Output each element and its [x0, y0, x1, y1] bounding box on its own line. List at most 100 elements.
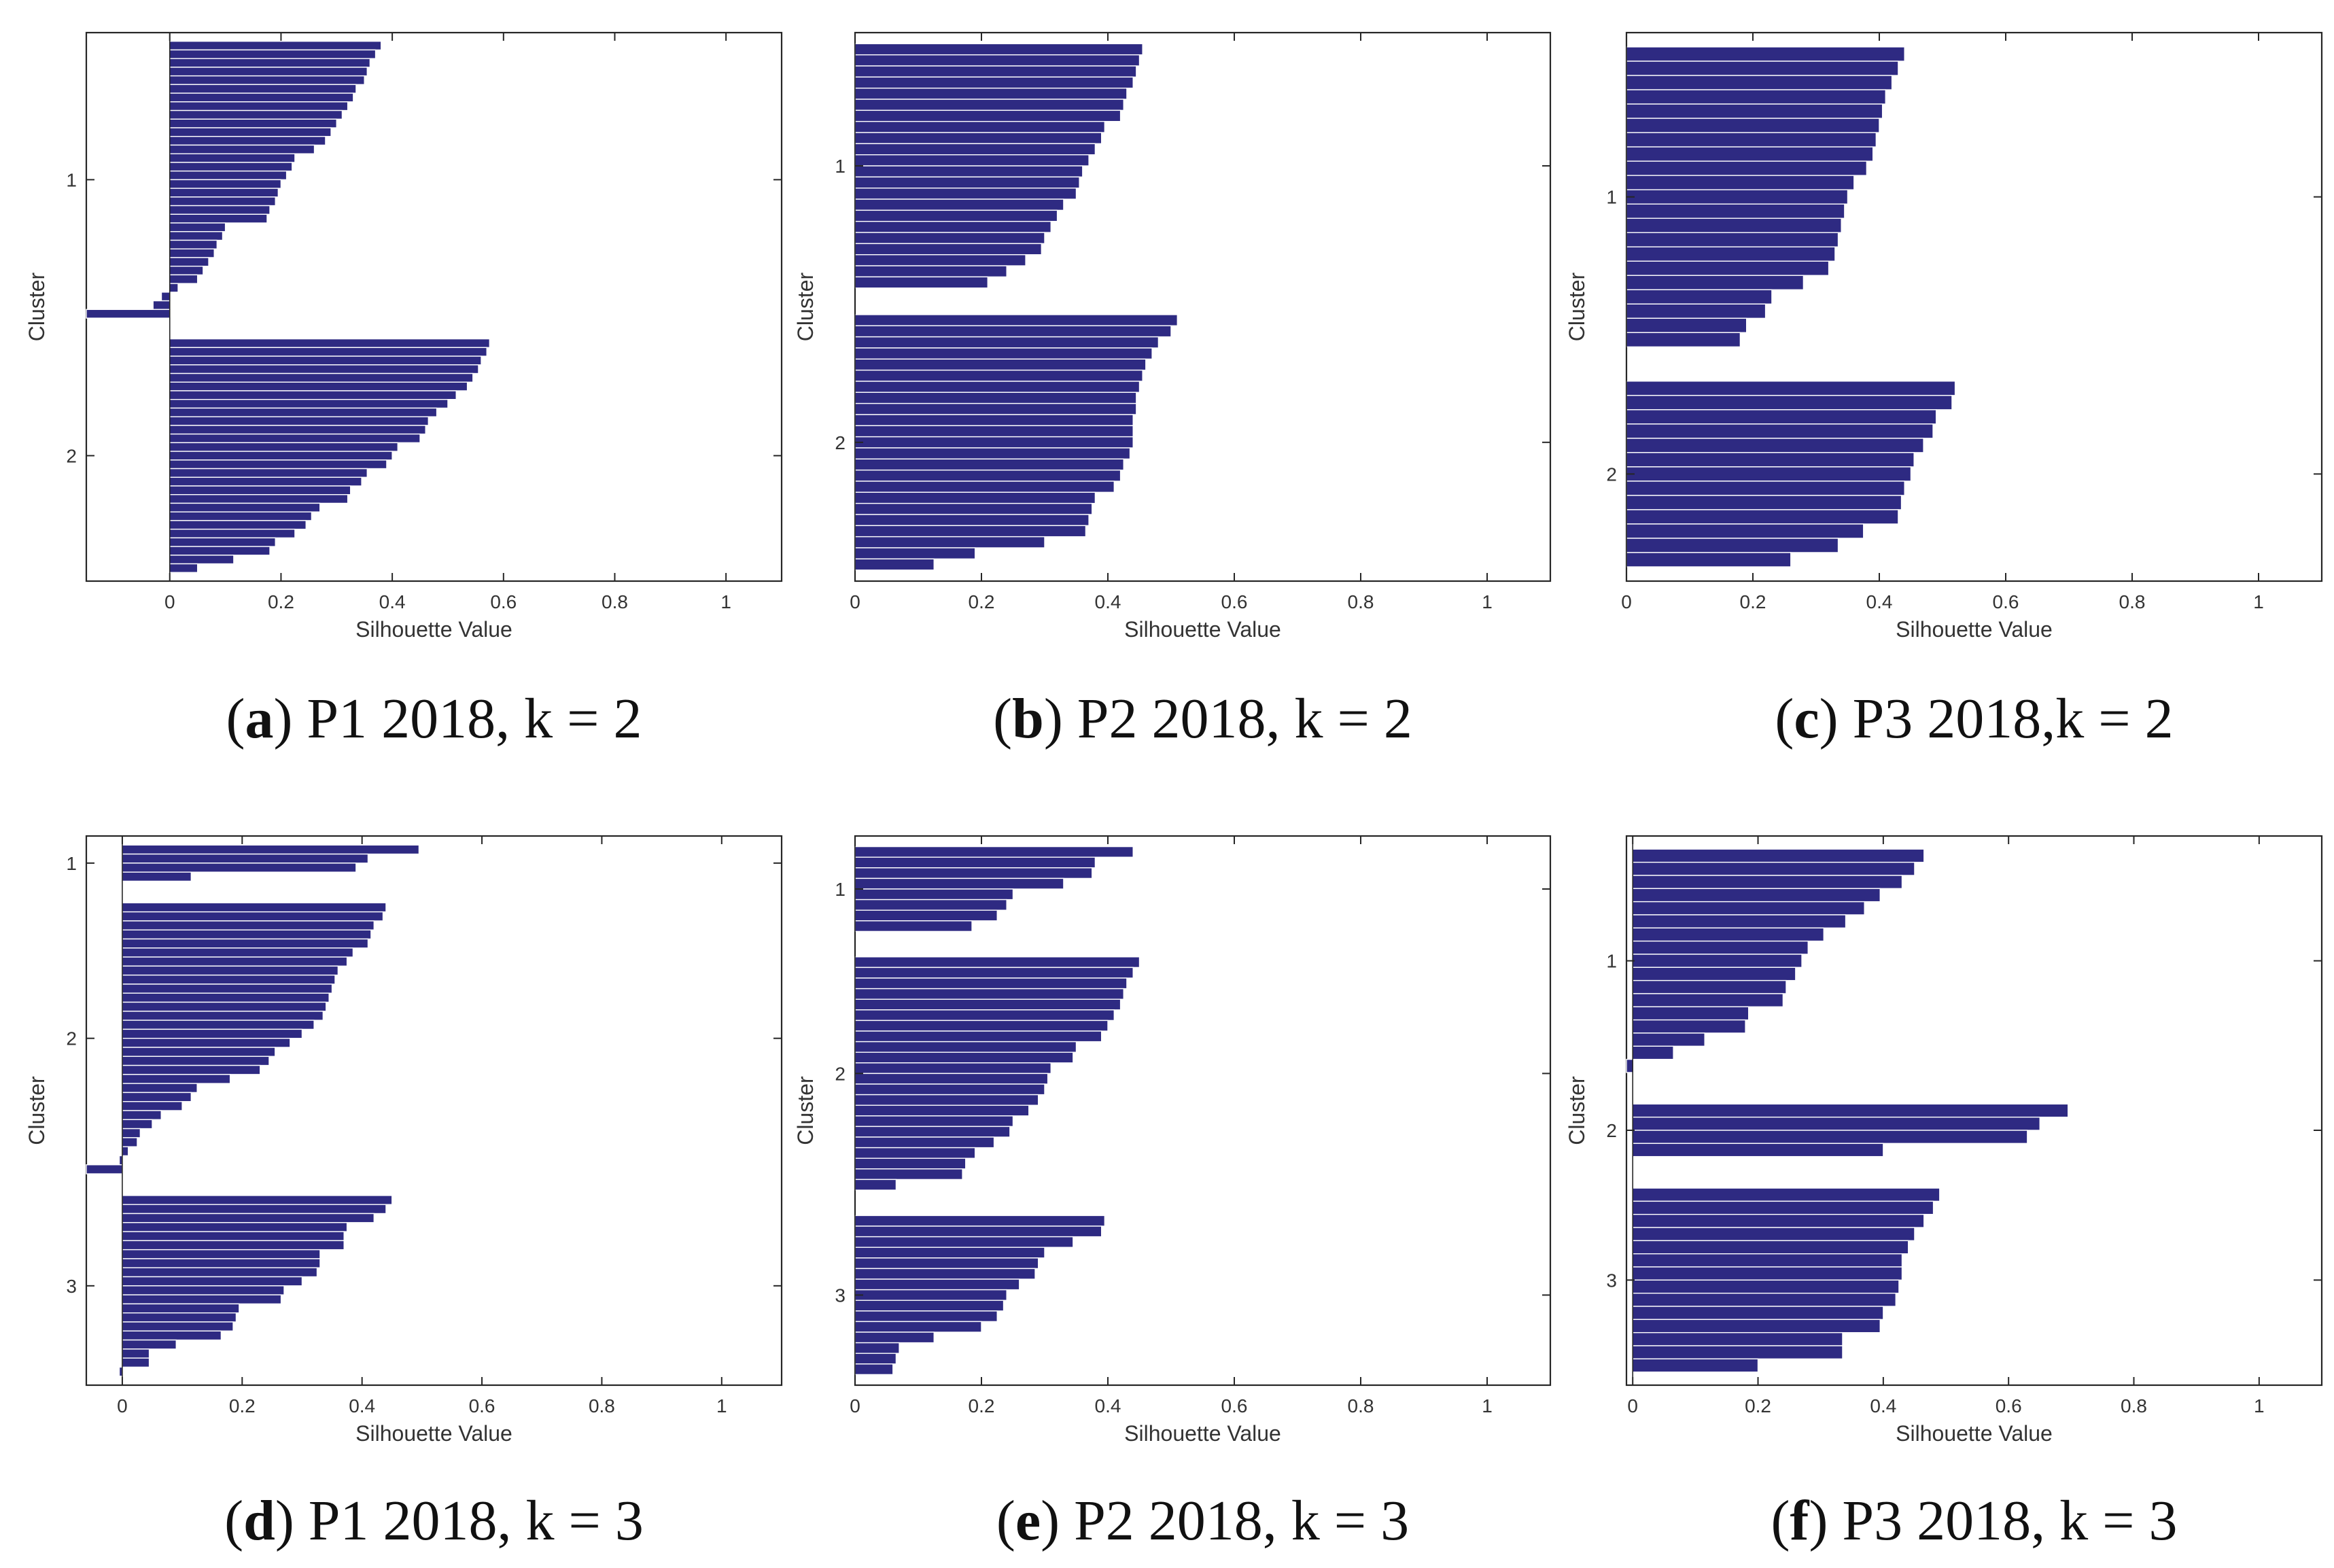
silhouette-bar — [122, 983, 333, 994]
silhouette-bar — [122, 1056, 270, 1066]
silhouette-bar — [122, 1011, 324, 1021]
silhouette-bar — [122, 1312, 237, 1323]
silhouette-bar — [1632, 1358, 1759, 1373]
silhouette-bar — [854, 1168, 963, 1181]
y-axis-title: Cluster — [793, 272, 818, 341]
silhouette-bar — [854, 1126, 1011, 1138]
silhouette-bar — [122, 1101, 183, 1111]
silhouette-bar — [1632, 1045, 1674, 1060]
silhouette-bar — [854, 966, 1134, 979]
silhouette-bar — [122, 938, 369, 949]
silhouette-bar — [1632, 875, 1903, 890]
silhouette-bar — [169, 196, 276, 207]
bars — [1626, 46, 1956, 568]
silhouette-bar — [169, 118, 337, 128]
silhouette-bar — [1626, 381, 1956, 396]
silhouette-bar — [1632, 1143, 1884, 1157]
silhouette-bar — [122, 1137, 138, 1147]
x-tick-label: 1 — [1482, 1395, 1493, 1416]
caption-letter: b — [1012, 687, 1044, 750]
chart-panel-a: 1 2 0 0.2 0.4 0.6 0.8 1 Silhouette Value Cluster (… — [24, 31, 783, 750]
silhouette-bar — [854, 1247, 1045, 1259]
silhouette-bar — [854, 888, 1014, 901]
silhouette-bar — [854, 909, 998, 922]
silhouette-bar — [854, 76, 1134, 89]
silhouette-bar — [1626, 289, 1773, 304]
silhouette-bar — [122, 871, 192, 882]
axes-frame — [85, 31, 783, 582]
silhouette-bar — [86, 309, 171, 319]
silhouette-bar — [854, 143, 1096, 156]
x-tick-label: 1 — [1482, 591, 1493, 612]
silhouette-bar — [854, 1147, 976, 1159]
silhouette-bar — [122, 1204, 387, 1215]
axes-frame — [85, 835, 783, 1387]
silhouette-bar — [1626, 1058, 1633, 1073]
silhouette-bar — [169, 381, 468, 391]
silhouette-bar — [169, 398, 449, 409]
x-tick-label: 0.4 — [1866, 591, 1893, 612]
silhouette-bar — [1632, 1292, 1896, 1307]
silhouette-bar — [169, 372, 474, 383]
silhouette-bar — [1626, 160, 1868, 176]
x-tick-label: 0.4 — [379, 591, 406, 612]
silhouette-bar — [122, 965, 339, 976]
x-tick-label: 0.4 — [1870, 1395, 1896, 1416]
silhouette-bar — [1626, 509, 1899, 525]
caption-letter: a — [245, 687, 273, 750]
silhouette-bar — [169, 188, 279, 198]
silhouette-bar — [1626, 523, 1864, 539]
x-axis-title: Silhouette Value — [355, 617, 512, 642]
silhouette-bar — [1626, 46, 1905, 62]
silhouette-bar — [1632, 861, 1915, 876]
y-tick-label: 2 — [1606, 464, 1617, 485]
silhouette-bar — [1632, 940, 1809, 955]
silhouette-bar — [1632, 979, 1787, 994]
y-tick-label: 1 — [835, 879, 846, 900]
silhouette-bar — [854, 391, 1137, 404]
y-tick-label: 1 — [66, 853, 77, 874]
silhouette-bar — [169, 153, 296, 163]
silhouette-bar — [854, 856, 1096, 869]
silhouette-bar — [169, 476, 362, 487]
silhouette-bar — [854, 998, 1121, 1011]
silhouette-bar — [169, 248, 215, 258]
silhouette-bar — [854, 1289, 1007, 1301]
silhouette-bar — [122, 1001, 327, 1012]
y-tick-label: 1 — [66, 169, 77, 190]
silhouette-bar — [854, 425, 1134, 438]
silhouette-bar — [169, 231, 224, 241]
chart-panel-d: 1 2 3 0 0.2 0.4 0.6 0.8 1 Silhouette Value Cluster… — [24, 835, 783, 1552]
silhouette-bar — [169, 205, 271, 215]
silhouette-bar — [854, 154, 1090, 167]
silhouette-bar — [122, 1092, 192, 1102]
silhouette-bar — [854, 525, 1087, 538]
silhouette-bar — [854, 977, 1128, 990]
silhouette-bar — [1632, 1200, 1934, 1215]
panel-caption: (b) P2 2018, k = 2 — [993, 687, 1412, 750]
silhouette-bar — [169, 265, 204, 276]
silhouette-bar — [169, 451, 393, 461]
silhouette-bar — [169, 442, 399, 452]
silhouette-bar — [854, 1115, 1014, 1128]
silhouette-bar — [169, 355, 482, 366]
x-tick-label: 1 — [2254, 1395, 2265, 1416]
silhouette-bar — [169, 84, 357, 94]
silhouette-bar — [122, 920, 375, 930]
panel-caption: (c) P3 2018,k = 2 — [1775, 687, 2173, 750]
silhouette-bar — [854, 1236, 1074, 1248]
silhouette-bar — [854, 1009, 1115, 1022]
x-tick-label: 1 — [2253, 591, 2264, 612]
silhouette-bar — [122, 1258, 321, 1268]
x-tick-label: 0.4 — [1095, 591, 1121, 612]
silhouette-bar — [854, 1041, 1077, 1053]
silhouette-bar — [122, 1047, 276, 1057]
silhouette-bar — [1632, 1240, 1909, 1255]
silhouette-bar — [1626, 466, 1912, 482]
silhouette-bar — [854, 109, 1121, 122]
silhouette-bar — [854, 491, 1096, 504]
silhouette-bar — [169, 101, 349, 111]
silhouette-bar — [854, 536, 1045, 548]
x-tick-label: 0.8 — [602, 591, 628, 612]
